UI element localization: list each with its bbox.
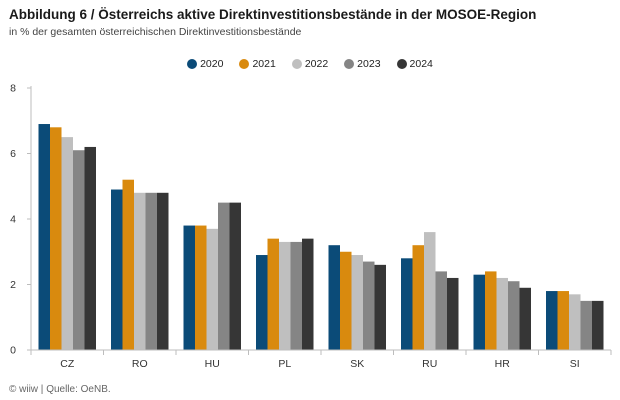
y-tick-label: 0 (10, 345, 16, 357)
x-tick-label-si: SI (570, 358, 580, 370)
x-tick-label-pl: PL (278, 358, 291, 370)
bar-hu-2024 (229, 202, 241, 350)
chart-title: Abbildung 6 / Österreichs aktive Direkti… (9, 7, 537, 22)
bar-hu-2020 (183, 225, 195, 350)
x-tick-label-sk: SK (350, 358, 364, 370)
bar-pl-2021 (267, 238, 279, 350)
legend-swatch-2020 (187, 59, 198, 69)
bar-hr-2022 (496, 277, 508, 350)
legend-item-2022: 2022 (291, 56, 329, 72)
bar-cz-2022 (61, 137, 73, 350)
bar-pl-2020 (256, 255, 268, 350)
y-tick-label: 6 (10, 148, 16, 160)
bar-ro-2024 (157, 192, 169, 350)
bar-ro-2021 (122, 179, 134, 350)
bar-si-2023 (580, 300, 592, 350)
bar-ro-2022 (134, 192, 146, 350)
bar-ru-2021 (412, 245, 424, 350)
bar-hu-2021 (195, 225, 207, 350)
y-tick-label: 2 (10, 279, 16, 291)
bar-pl-2022 (279, 241, 291, 350)
bar-hr-2023 (508, 281, 520, 350)
legend-label-2022: 2022 (304, 58, 329, 70)
bar-si-2024 (592, 300, 604, 350)
bar-cz-2020 (38, 124, 50, 351)
legend-label-2021: 2021 (252, 58, 276, 70)
bar-ro-2020 (111, 189, 123, 350)
bar-hr-2021 (485, 271, 497, 350)
bar-sk-2021 (340, 251, 352, 350)
x-tick-label-cz: CZ (60, 358, 75, 370)
legend-swatch-2024 (396, 59, 407, 69)
legend-swatch-2022 (291, 59, 302, 69)
y-tick-label: 4 (10, 214, 16, 226)
bar-ru-2023 (435, 271, 447, 350)
bar-cz-2023 (73, 150, 85, 350)
legend-swatch-2021 (239, 59, 250, 69)
legend-item-2023: 2023 (344, 56, 381, 72)
bar-ro-2023 (145, 192, 157, 350)
bar-ru-2022 (424, 232, 436, 350)
legend-swatch-2023 (344, 59, 355, 69)
bar-sk-2022 (351, 255, 363, 350)
x-tick-label-ro: RO (132, 358, 148, 370)
bar-cz-2024 (84, 146, 96, 350)
chart-subtitle: in % der gesamten österreichischen Direk… (9, 26, 302, 38)
x-tick-label-hu: HU (205, 358, 220, 370)
legend-label-2024: 2024 (409, 58, 433, 70)
legend-item-2020: 2020 (187, 56, 223, 72)
y-tick-label: 8 (10, 83, 16, 95)
bar-hu-2022 (206, 228, 218, 350)
bar-si-2020 (546, 291, 558, 350)
source-footer: © wiiw | Quelle: OeNB. (9, 384, 111, 395)
bar-ru-2020 (401, 258, 413, 350)
bar-si-2021 (557, 291, 569, 350)
legend-label-2020: 2020 (200, 58, 224, 70)
bar-si-2022 (569, 294, 581, 350)
legend-label-2023: 2023 (357, 58, 381, 70)
bar-sk-2023 (363, 261, 375, 350)
bar-hr-2024 (519, 287, 531, 350)
bar-ru-2024 (447, 277, 459, 350)
legend-item-2024: 2024 (396, 56, 433, 72)
chart-legend: 2020 2021 2022 2023 2024 (0, 56, 620, 72)
x-tick-label-ru: RU (422, 358, 437, 370)
bar-pl-2023 (290, 241, 302, 350)
bar-sk-2024 (374, 264, 386, 350)
bar-hr-2020 (473, 274, 485, 350)
bar-sk-2020 (328, 245, 340, 350)
bar-cz-2021 (50, 127, 62, 350)
bar-pl-2024 (302, 238, 314, 350)
legend-item-2021: 2021 (239, 56, 276, 72)
bar-hu-2023 (218, 202, 230, 350)
x-tick-label-hr: HR (495, 358, 511, 370)
